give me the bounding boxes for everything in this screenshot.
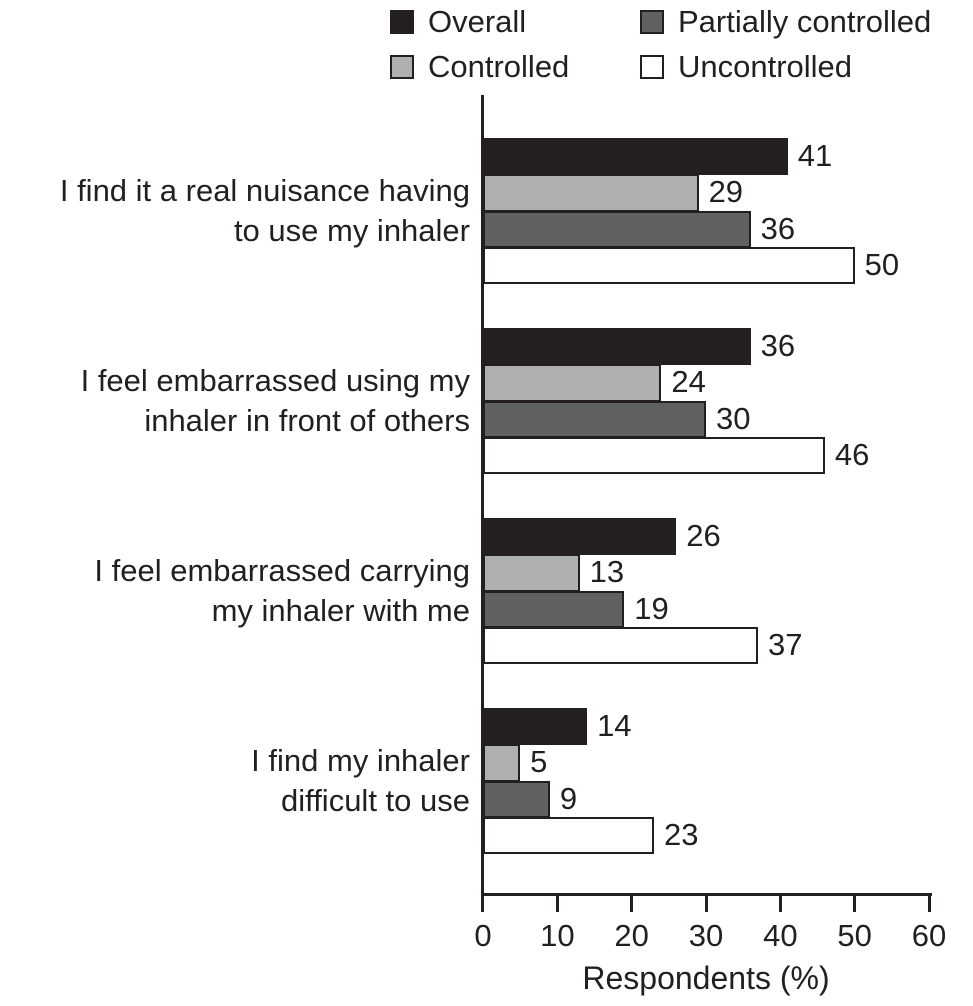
bar-value-label: 50 [864, 246, 900, 282]
legend-label: Uncontrolled [678, 49, 853, 84]
x-axis-tick [630, 895, 634, 912]
bar-value-label: 14 [597, 708, 632, 744]
bar-value-label: 23 [663, 816, 699, 852]
category-label: I feel embarrassed using my inhaler in fr… [0, 361, 470, 441]
legend-swatch-icon [640, 55, 664, 79]
x-axis-tick-label: 50 [837, 918, 872, 953]
bar-overall [483, 708, 588, 746]
x-axis-tick-label: 10 [540, 918, 575, 953]
legend-swatch-icon [390, 10, 414, 34]
bar-overall [483, 138, 788, 176]
bar-value-label: 41 [797, 138, 833, 174]
bar-controlled [483, 554, 580, 592]
bar-partially-controlled [483, 780, 550, 818]
bar-controlled [483, 364, 662, 402]
bar-value-label: 9 [559, 780, 578, 816]
bar-value-label: 24 [671, 364, 706, 400]
category-label-line: to use my inhaler [233, 212, 470, 248]
legend-item-controlled: Controlled [390, 49, 570, 84]
category-label: I find it a real nuisance having to use m… [0, 171, 470, 251]
category-label: I find my inhaler difficult to use [0, 741, 470, 821]
category-label: I feel embarrassed carrying my inhaler wi… [0, 551, 470, 631]
legend-swatch-icon [640, 10, 664, 34]
x-axis-tick-label: 40 [763, 918, 798, 953]
category-label-line: I feel embarrassed using my [80, 362, 470, 398]
bar-value-label: 29 [708, 174, 744, 210]
bar-value-label: 46 [834, 436, 870, 472]
bar-value-label: 37 [768, 626, 803, 662]
bar-value-label: 19 [634, 590, 669, 626]
x-axis-tick-label: 30 [688, 918, 724, 953]
legend-label: Controlled [428, 49, 570, 84]
bar-value-label: 30 [716, 400, 751, 436]
bar-partially-controlled [483, 400, 706, 438]
x-axis-tick [927, 895, 931, 912]
bar-value-label: 5 [530, 744, 548, 780]
x-axis-tick [853, 895, 857, 912]
bar-partially-controlled [483, 590, 625, 628]
x-axis-line [481, 893, 932, 896]
x-axis-tick [778, 895, 782, 912]
legend-swatch-icon [390, 55, 414, 79]
category-label-line: inhaler in front of others [144, 402, 470, 438]
y-axis-line [481, 95, 484, 912]
bar-value-label: 36 [760, 210, 796, 246]
x-axis-tick [704, 895, 708, 912]
bar-uncontrolled [483, 626, 759, 664]
x-axis-tick-label: 0 [474, 918, 492, 953]
bar-value-label: 36 [760, 328, 796, 364]
category-label-line: my inhaler with me [211, 592, 470, 628]
bar-uncontrolled [483, 436, 825, 474]
x-axis-tick-label: 60 [911, 918, 947, 953]
bar-uncontrolled [483, 816, 654, 854]
bar-uncontrolled [483, 246, 855, 284]
bar-controlled [483, 744, 521, 782]
legend-label: Partially controlled [678, 4, 932, 39]
bar-overall [483, 518, 677, 556]
bar-value-label: 13 [589, 554, 625, 590]
x-axis-tick [555, 895, 559, 912]
category-label-line: I feel embarrassed carrying [94, 552, 470, 588]
legend-item-partially-controlled: Partially controlled [640, 4, 932, 39]
x-axis-tick-label: 20 [614, 918, 649, 953]
category-label-line: I find it a real nuisance having [59, 172, 470, 208]
x-axis-title: Respondents (%) [582, 960, 830, 996]
bar-value-label: 26 [686, 518, 721, 554]
category-label-line: I find my inhaler [251, 742, 470, 778]
bar-controlled [483, 174, 699, 212]
category-label-line: difficult to use [281, 782, 470, 818]
legend-item-overall: Overall [390, 4, 527, 39]
legend-label: Overall [428, 4, 527, 39]
bar-overall [483, 328, 751, 366]
legend-item-uncontrolled: Uncontrolled [640, 49, 853, 84]
bar-partially-controlled [483, 210, 751, 248]
